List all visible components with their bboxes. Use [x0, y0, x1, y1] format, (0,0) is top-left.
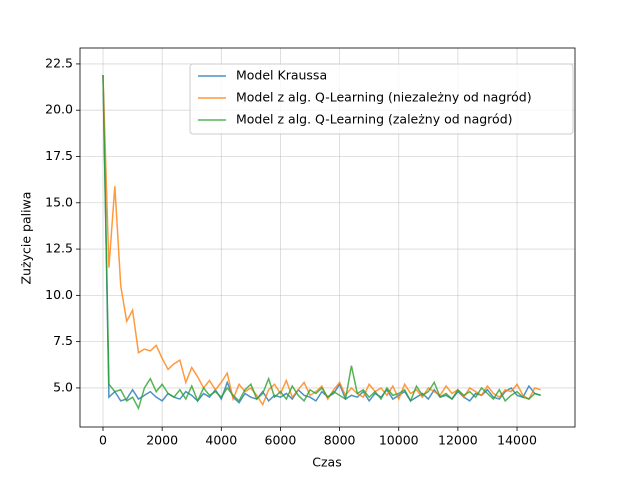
legend: Model Kraussa Model z alg. Q-Learning (ni…: [189, 63, 574, 135]
x-tick-label: 0: [99, 433, 107, 448]
legend-label: Model z alg. Q-Learning (niezależny od n…: [236, 90, 532, 105]
y-tick-label: 17.5: [45, 148, 73, 163]
x-tick-label: 2000: [146, 433, 178, 448]
y-tick-label: 22.5: [45, 55, 73, 70]
x-tick-label: 10000: [379, 433, 419, 448]
x-tick-label: 14000: [497, 433, 537, 448]
legend-label: Model z alg. Q-Learning (zależny od nagr…: [236, 112, 513, 127]
legend-label: Model Kraussa: [236, 68, 327, 83]
series-line: [102, 75, 541, 411]
plot-frame: [79, 47, 576, 428]
series-line: [102, 75, 541, 407]
y-tick-label: 7.5: [53, 333, 73, 348]
y-tick-label: 12.5: [45, 241, 73, 256]
y-tick-label: 15.0: [45, 194, 73, 209]
x-axis-label: Czas: [312, 455, 341, 470]
legend-box: [189, 63, 574, 135]
x-tick-label: 12000: [438, 433, 478, 448]
y-tick-label: 10.0: [45, 287, 73, 302]
x-tick-label: 6000: [265, 433, 297, 448]
series-line: [102, 75, 541, 404]
x-tick-label: 4000: [205, 433, 237, 448]
x-tick-label: 8000: [324, 433, 356, 448]
y-axis-label: Zużycie paliwa: [19, 192, 34, 285]
y-tick-label: 5.0: [53, 379, 73, 394]
y-tick-label: 20.0: [45, 102, 73, 117]
